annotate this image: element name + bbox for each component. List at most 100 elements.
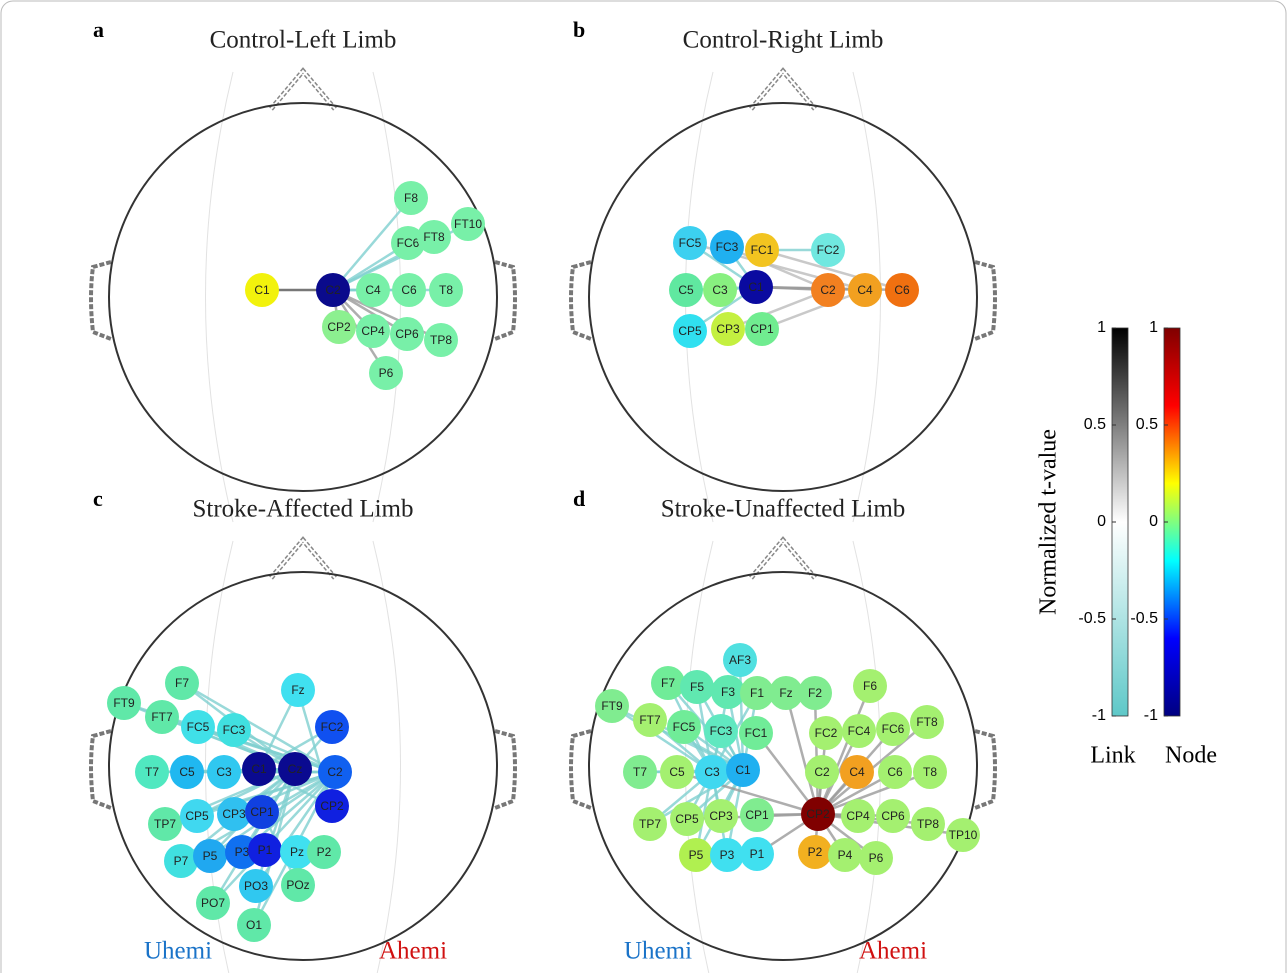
electrode-label: FC3 xyxy=(223,723,246,737)
electrode-label: FT7 xyxy=(151,710,173,724)
link xyxy=(196,767,296,818)
colorbar-label: Node xyxy=(1165,743,1217,769)
electrode-label: P1 xyxy=(750,847,765,861)
electrode-node xyxy=(417,220,451,254)
electrode-node xyxy=(711,675,745,709)
nose-inner xyxy=(750,69,816,110)
electrode-label: P3 xyxy=(235,845,250,859)
ear xyxy=(89,729,112,810)
electrode-node xyxy=(245,273,279,307)
electrode-label: C3 xyxy=(712,283,728,297)
link xyxy=(816,685,872,815)
electrode-label: CP1 xyxy=(750,322,774,336)
electrode-node xyxy=(811,273,845,307)
electrode-label: TP10 xyxy=(949,828,978,842)
electrode-label: P5 xyxy=(689,848,704,862)
electrode-label: F7 xyxy=(175,676,189,690)
electrode-label: CP3 xyxy=(709,809,733,823)
electrode-label: F3 xyxy=(721,685,735,699)
electrode-node xyxy=(595,689,629,723)
link xyxy=(817,770,931,816)
link xyxy=(181,681,336,774)
hemisphere-label: Uhemi xyxy=(144,938,212,965)
electrode-node xyxy=(165,666,199,700)
link xyxy=(727,288,829,331)
electrode-node xyxy=(633,807,667,841)
electrode-node xyxy=(196,886,230,920)
head-outline xyxy=(108,571,498,961)
electrode-label: FT10 xyxy=(454,217,482,231)
electrode-label: F7 xyxy=(661,676,675,690)
hemisphere-label: Ahemi xyxy=(379,938,447,965)
colorbar-tick-label: 0 xyxy=(1149,513,1158,530)
electrode-node xyxy=(711,312,745,346)
electrode-node xyxy=(910,705,944,739)
electrode-label: C6 xyxy=(401,283,417,297)
electrode-label: P1 xyxy=(258,843,273,857)
colorbar-tick-label: 0.5 xyxy=(1084,416,1106,433)
electrode-label: AF3 xyxy=(729,653,751,667)
hemisphere-label: Uhemi xyxy=(624,938,692,965)
colorbar-tick-label: 1 xyxy=(1149,319,1158,336)
electrode-label: F5 xyxy=(690,680,704,694)
electrode-label: FT9 xyxy=(601,699,623,713)
electrode-node xyxy=(745,233,779,267)
electrode-label: FC3 xyxy=(716,240,739,254)
electrode-label: C5 xyxy=(678,283,694,297)
electrode-node xyxy=(429,273,463,307)
link xyxy=(726,245,829,292)
link xyxy=(738,659,745,771)
electrode-node xyxy=(316,273,350,307)
electrode-label: FT8 xyxy=(916,715,938,729)
electrode-node xyxy=(673,226,707,260)
electrode-node xyxy=(170,755,204,789)
electrode-node xyxy=(876,712,910,746)
electrode-label: CP6 xyxy=(881,809,905,823)
electrode-node xyxy=(769,676,803,710)
electrode-node xyxy=(391,226,425,260)
electrode-node xyxy=(673,314,707,348)
electrode-label: FC6 xyxy=(397,236,420,250)
electrode-node xyxy=(651,666,685,700)
nose-inner xyxy=(750,538,816,579)
electrode-label: Fz xyxy=(779,686,792,700)
electrode-label: T8 xyxy=(923,765,937,779)
electrode-label: FC5 xyxy=(673,720,696,734)
electrode-label: C4 xyxy=(365,283,381,297)
electrode-node xyxy=(278,752,312,786)
electrode-node xyxy=(394,181,428,215)
electrode-label: FT7 xyxy=(639,713,661,727)
electrode-label: P2 xyxy=(317,845,332,859)
electrode-node xyxy=(392,273,426,307)
electrode-node xyxy=(315,789,349,823)
colorbar-tick-label: -0.5 xyxy=(1078,610,1106,627)
electrode-label: Fz xyxy=(291,683,304,697)
ear xyxy=(569,729,592,810)
electrode-node xyxy=(841,799,875,833)
colorbar-axis-label: Normalized t-value xyxy=(1036,429,1062,615)
electrode-node xyxy=(885,273,919,307)
electrode-label: P3 xyxy=(720,848,735,862)
midline-arc xyxy=(852,71,881,523)
electrode-label: F8 xyxy=(404,191,418,205)
electrode-node xyxy=(164,844,198,878)
electrode-node xyxy=(739,716,773,750)
colorbar-tick-label: 1 xyxy=(1097,319,1106,336)
electrode-node xyxy=(633,703,667,737)
electrode-label: C2 xyxy=(814,765,830,779)
panel-title: Stroke-Affected Limb xyxy=(193,496,414,523)
ear xyxy=(494,729,517,810)
electrode-node xyxy=(307,835,341,869)
electrode-label: C6 xyxy=(887,765,903,779)
electrode-label: T7 xyxy=(145,765,159,779)
electrode-label: FC1 xyxy=(751,243,774,257)
electrode-label: CP5 xyxy=(185,809,209,823)
electrode-label: T7 xyxy=(633,765,647,779)
midline-arc xyxy=(205,71,234,523)
electrode-label: POz xyxy=(286,878,309,892)
electrode-label: FC5 xyxy=(187,720,210,734)
electrode-node xyxy=(280,835,314,869)
electrode-label: CP2 xyxy=(327,320,351,334)
panel: d Stroke-Unaffected Limb AF3 F7 F5 F3 F1 Fz F2 F6… xyxy=(569,486,997,973)
